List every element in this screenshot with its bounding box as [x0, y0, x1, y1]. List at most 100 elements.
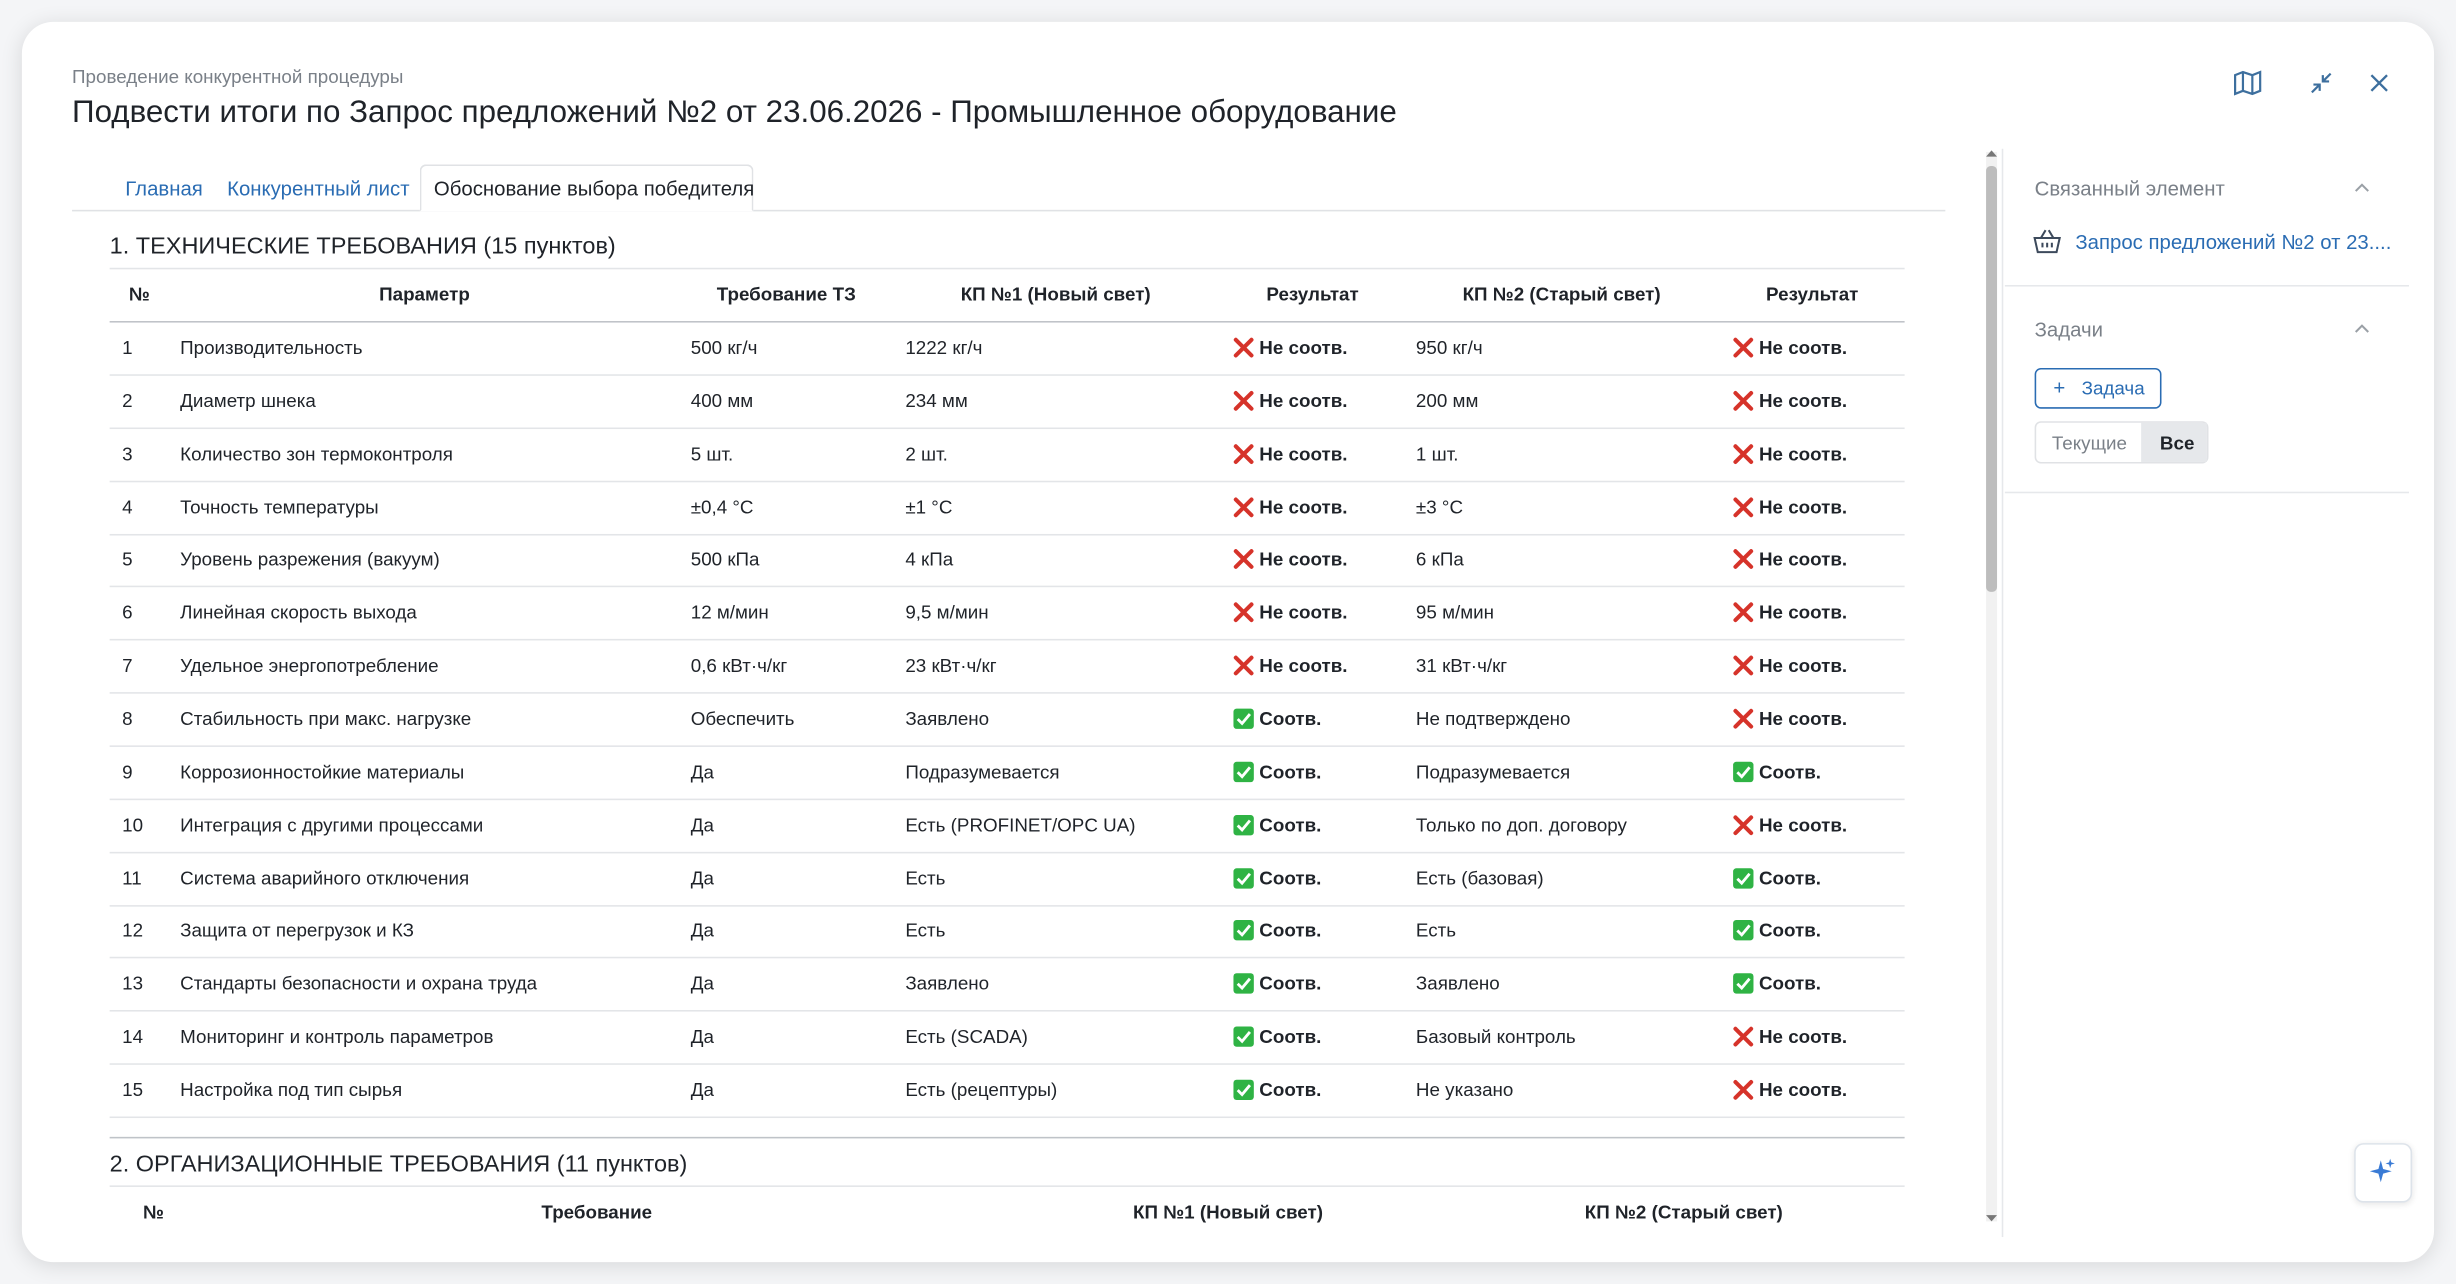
column-header: Результат [1766, 283, 1859, 306]
cross-icon [1233, 549, 1254, 570]
cell: Да [690, 919, 714, 942]
filter-option[interactable]: Все [2159, 432, 2195, 455]
filter-toggle [2034, 421, 2209, 464]
row-number: 14 [122, 1025, 144, 1048]
cell: Не подтверждено [1415, 707, 1571, 730]
result: Соотв. [1259, 919, 1322, 942]
row-line [109, 798, 1905, 801]
title: Подвести итоги по Запрос предложений №2 … [72, 95, 1397, 130]
scroll-up[interactable] [1985, 149, 1999, 158]
cell: 95 м/мин [1415, 601, 1495, 624]
basket-icon [2033, 229, 2061, 254]
cell: Коррозионностойкие материалы [180, 760, 465, 783]
cell: 500 кПа [690, 548, 760, 571]
cell: 9,5 м/мин [905, 601, 989, 624]
row-line [109, 1010, 1905, 1012]
result: Соотв. [1758, 760, 1822, 783]
column-header: Требование [541, 1201, 653, 1223]
result: Не соотв. [1259, 495, 1348, 518]
cell: Есть [905, 866, 946, 889]
collapse-icon[interactable] [2310, 72, 2332, 94]
cell: Подразумевается [1415, 760, 1571, 783]
row-number: 7 [122, 654, 133, 677]
result: Соотв. [1758, 919, 1822, 942]
row-number: 11 [122, 866, 142, 889]
cell: Заявлено [905, 707, 990, 730]
cell: Есть (базовая) [1415, 866, 1544, 889]
sidebar-divider [2001, 148, 2004, 1238]
scroll-thumb[interactable] [1986, 165, 1998, 592]
map-icon[interactable] [2234, 70, 2262, 96]
cell: 12 м/мин [690, 601, 769, 624]
column-header: КП №1 (Новый свет) [960, 283, 1151, 306]
row-line [109, 480, 1905, 483]
tab[interactable]: Обоснование выбора победителя [433, 176, 755, 201]
cell: Заявлено [1415, 972, 1500, 995]
tab[interactable]: Конкурентный лист [227, 176, 410, 201]
table-bottom-line [109, 1136, 1905, 1139]
result: Не соотв. [1259, 336, 1348, 359]
cross-icon [1233, 390, 1254, 411]
cell: Только по доп. договору [1415, 813, 1627, 836]
cell: Базовый контроль [1415, 1025, 1576, 1048]
add-task-button[interactable] [2034, 367, 2162, 409]
check-icon [1733, 973, 1754, 995]
result: Не соотв. [1259, 389, 1348, 412]
ai-icon [2369, 1158, 2395, 1183]
cell: Уровень разрежения (вакуум) [180, 548, 440, 571]
close-icon[interactable] [2370, 74, 2389, 93]
scrollbar[interactable] [1986, 151, 1998, 1222]
result: Не соотв. [1758, 1078, 1848, 1101]
cell: Система аварийного отключения [180, 866, 470, 889]
row-line [109, 533, 1905, 536]
result: Соотв. [1758, 866, 1822, 889]
chevron[interactable] [2354, 182, 2370, 193]
related-link[interactable]: Запрос предложений №2 от 23.... [2075, 230, 2392, 254]
check-icon [1733, 761, 1754, 782]
cell: 1 шт. [1415, 442, 1459, 465]
row-number: 10 [122, 813, 144, 836]
cell: 6 кПа [1415, 548, 1464, 571]
cell: Не указано [1415, 1078, 1514, 1101]
filter-option[interactable]: Текущие [2051, 432, 2127, 455]
breadcrumb: Проведение конкурентной процедуры [72, 65, 404, 88]
column-header: Параметр [379, 283, 470, 306]
result: Не соотв. [1758, 495, 1848, 518]
column-header: № [128, 283, 150, 306]
row-number: 8 [122, 707, 133, 730]
chevron[interactable] [2354, 323, 2370, 334]
result: Соотв. [1259, 760, 1322, 783]
cell: Да [690, 972, 714, 995]
cross-icon [1233, 443, 1254, 464]
result: Не соотв. [1259, 442, 1348, 465]
result: Соотв. [1259, 1025, 1322, 1048]
result: Не соотв. [1259, 654, 1348, 677]
cell: Удельное энергопотребление [180, 654, 439, 677]
cross-icon [1733, 496, 1754, 517]
row-number: 13 [122, 972, 144, 995]
row-number: 12 [122, 919, 144, 942]
result: Соотв. [1259, 1078, 1322, 1101]
result: Соотв. [1259, 972, 1322, 995]
check-icon [1233, 973, 1254, 995]
section-title: 1. ТЕХНИЧЕСКИЕ ТРЕБОВАНИЯ (15 пунктов) [109, 233, 616, 260]
cell: Есть [905, 919, 946, 942]
active-tab[interactable] [419, 164, 754, 212]
row-number: 15 [122, 1078, 144, 1101]
result: Соотв. [1259, 707, 1322, 730]
cell: Стандарты безопасности и охрана труда [180, 972, 538, 995]
check-icon [1733, 920, 1754, 942]
scroll-down[interactable] [1985, 1214, 1999, 1223]
tab[interactable]: Главная [125, 176, 203, 201]
cross-icon [1233, 337, 1254, 358]
cross-icon [1733, 337, 1754, 358]
cell: Есть [1415, 919, 1457, 942]
row-number: 3 [122, 442, 133, 465]
cell: Подразумевается [905, 760, 1060, 783]
cross-icon [1233, 655, 1254, 676]
ai-button[interactable] [2354, 1143, 2413, 1203]
add-task-label: Задача [2081, 377, 2145, 400]
cell: Есть (PROFINET/OPC UA) [905, 813, 1136, 836]
row-line [109, 1116, 1905, 1119]
